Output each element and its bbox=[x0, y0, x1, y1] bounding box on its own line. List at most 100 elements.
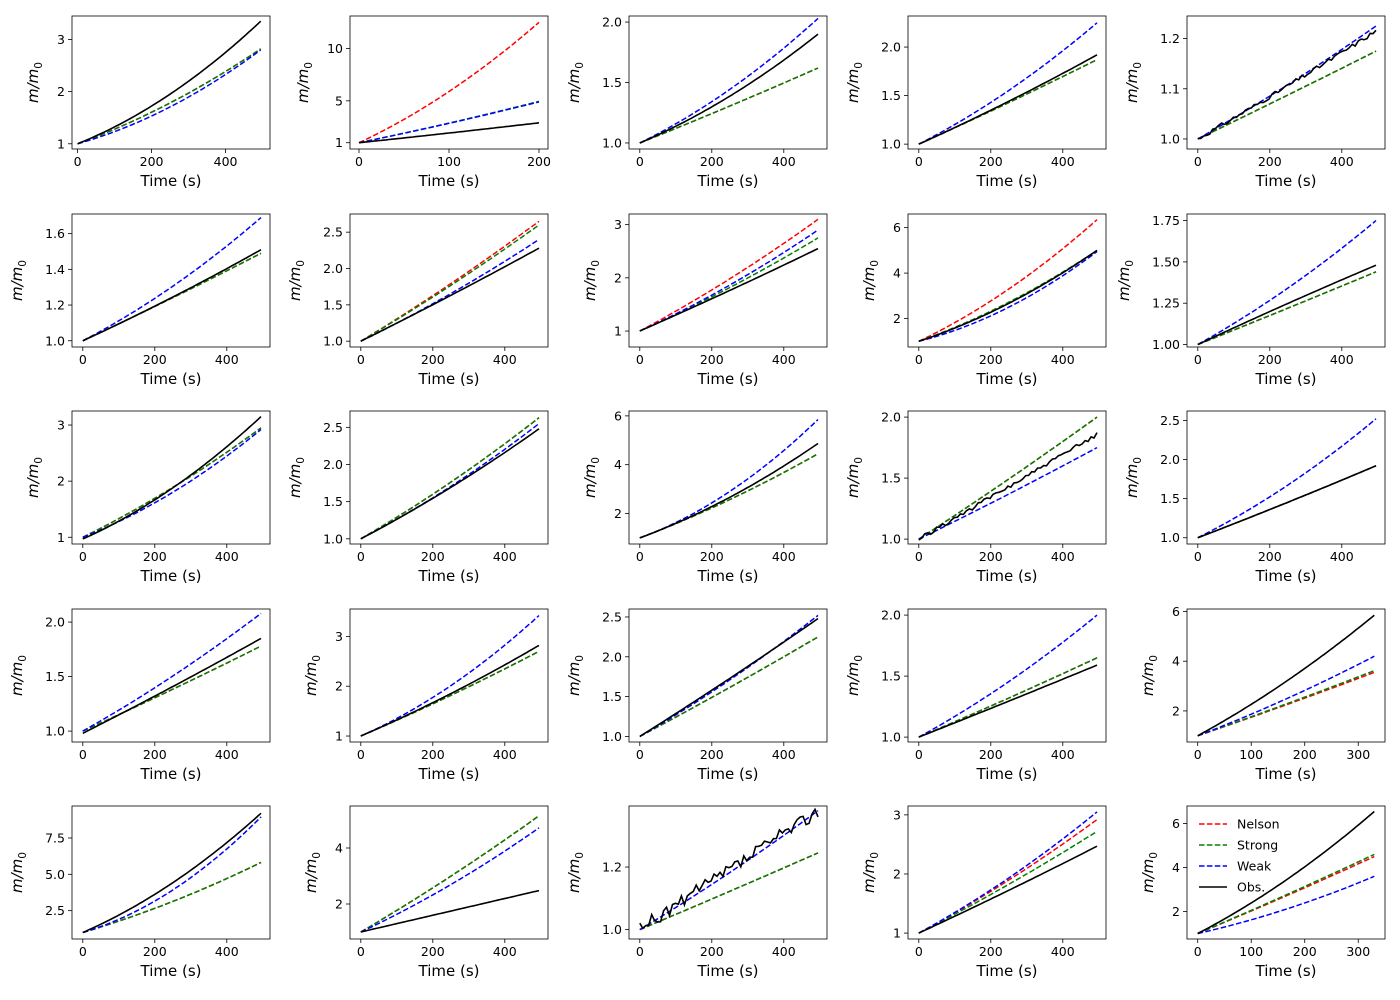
y-tick-label: 1.0 bbox=[1160, 530, 1180, 545]
series-weak-line bbox=[82, 816, 262, 934]
subplot-14: 0 200 400 1.0 1.5 2.0 Time (s) m/m0 bbox=[844, 410, 1107, 585]
y-tick-label: 1.5 bbox=[45, 669, 65, 684]
y-tick-label: 1.5 bbox=[323, 297, 343, 312]
y-tick-label: 1.00 bbox=[1152, 337, 1180, 352]
series-obs-line bbox=[1197, 614, 1375, 737]
y-axis-label: m/m0 bbox=[844, 457, 865, 498]
y-tick-label: 2.0 bbox=[45, 615, 65, 630]
plot-frame bbox=[907, 213, 1107, 348]
y-tick-label: 2.0 bbox=[602, 649, 622, 664]
x-axis-label: Time (s) bbox=[976, 370, 1038, 388]
x-tick-label: 0 bbox=[357, 944, 365, 959]
series-obs-line bbox=[360, 889, 540, 933]
series-obs-line bbox=[918, 249, 1098, 343]
x-tick-label: 0 bbox=[79, 549, 87, 564]
x-axis-label: Time (s) bbox=[1255, 567, 1317, 585]
x-axis-label: Time (s) bbox=[976, 765, 1038, 783]
x-axis-label: Time (s) bbox=[140, 567, 202, 585]
x-tick-label: 400 bbox=[493, 944, 517, 959]
y-tick-label: 2 bbox=[614, 270, 622, 285]
y-tick-label: 5 bbox=[335, 93, 343, 108]
x-tick-label: 400 bbox=[1051, 944, 1075, 959]
y-axis-label: m/m0 bbox=[286, 457, 307, 498]
legend-label-weak: Weak bbox=[1237, 859, 1272, 874]
x-axis-label: Time (s) bbox=[1255, 370, 1317, 388]
plot-frame bbox=[349, 15, 549, 150]
series-strong-line bbox=[360, 224, 540, 342]
y-tick-label: 1.2 bbox=[45, 298, 65, 313]
x-tick-label: 200 bbox=[143, 944, 167, 959]
y-tick-label: 2 bbox=[335, 897, 343, 912]
x-tick-label: 0 bbox=[1194, 747, 1202, 762]
y-tick-label: 2.5 bbox=[323, 420, 343, 435]
y-tick-label: 3 bbox=[57, 418, 65, 433]
y-tick-label: 10 bbox=[327, 41, 343, 56]
x-tick-label: 200 bbox=[143, 549, 167, 564]
y-tick-label: 6 bbox=[1172, 604, 1180, 619]
y-tick-label: 6 bbox=[893, 220, 901, 235]
x-tick-label: 200 bbox=[421, 352, 445, 367]
y-tick-label: 2 bbox=[335, 679, 343, 694]
y-axis-label: m/m0 bbox=[294, 62, 315, 103]
x-tick-label: 200 bbox=[979, 154, 1003, 169]
legend: Nelson Strong Weak Obs. bbox=[1199, 817, 1280, 895]
series-nelson-line bbox=[358, 21, 540, 144]
legend-label-obs: Obs. bbox=[1237, 880, 1265, 895]
y-tick-label: 2.0 bbox=[881, 608, 901, 623]
series-obs-line bbox=[918, 54, 1098, 145]
y-tick-label: 1.5 bbox=[881, 471, 901, 486]
y-tick-label: 6 bbox=[1172, 816, 1180, 831]
x-tick-label: 400 bbox=[772, 154, 796, 169]
x-tick-label: 300 bbox=[1346, 944, 1370, 959]
y-tick-label: 4 bbox=[335, 841, 343, 856]
series-weak-line bbox=[360, 238, 540, 342]
x-tick-label: 100 bbox=[1239, 944, 1263, 959]
series-obs-line bbox=[358, 122, 540, 144]
series-nelson-line bbox=[639, 453, 819, 539]
y-tick-label: 1.0 bbox=[323, 531, 343, 546]
y-tick-label: 2.0 bbox=[881, 40, 901, 55]
series-strong-line bbox=[639, 67, 819, 144]
series-strong-line bbox=[639, 852, 819, 931]
series-weak-line bbox=[82, 428, 262, 538]
y-axis-label: m/m0 bbox=[844, 655, 865, 696]
y-axis-label: m/m0 bbox=[8, 655, 29, 696]
series-obs-line bbox=[1197, 29, 1377, 140]
series-obs-line bbox=[639, 247, 819, 332]
x-axis-label: Time (s) bbox=[976, 172, 1038, 190]
y-tick-label: 2.5 bbox=[602, 609, 622, 624]
subplot-12: 0 200 400 1.0 1.5 2.0 2.5 Time (s) m/m0 bbox=[286, 410, 549, 585]
series-strong-line bbox=[360, 815, 540, 933]
subplot-5: 0 200 400 1.0 1.1 1.2 Time (s) m/m0 bbox=[1123, 15, 1386, 190]
x-tick-label: 200 bbox=[421, 747, 445, 762]
plot-frame bbox=[71, 410, 271, 545]
series-strong-line bbox=[82, 861, 262, 934]
y-tick-label: 2 bbox=[614, 506, 622, 521]
series-nelson-line bbox=[918, 219, 1098, 342]
x-tick-label: 200 bbox=[527, 154, 551, 169]
x-tick-label: 0 bbox=[636, 944, 644, 959]
series-strong-line bbox=[918, 416, 1098, 540]
subplot-8: 0 200 400 1 2 3 Time (s) m/m0 bbox=[581, 213, 828, 388]
series-nelson-line bbox=[360, 417, 540, 540]
y-tick-label: 1.0 bbox=[602, 135, 622, 150]
subplot-10: 0 200 400 1.00 1.25 1.50 1.75 Time (s) m/m0 bbox=[1115, 213, 1386, 388]
series-obs-line bbox=[1197, 465, 1377, 539]
x-tick-label: 200 bbox=[700, 747, 724, 762]
y-tick-label: 2.0 bbox=[323, 457, 343, 472]
x-tick-label: 200 bbox=[700, 549, 724, 564]
series-weak-line bbox=[1197, 25, 1377, 140]
plot-frame bbox=[628, 608, 828, 743]
x-axis-label: Time (s) bbox=[140, 370, 202, 388]
x-axis-label: Time (s) bbox=[1255, 172, 1317, 190]
series-obs-line bbox=[360, 247, 540, 342]
plot-frame bbox=[1186, 805, 1386, 940]
series-nelson-line bbox=[82, 861, 262, 934]
y-tick-label: 1.75 bbox=[1152, 213, 1180, 228]
x-tick-label: 100 bbox=[437, 154, 461, 169]
y-tick-label: 1.5 bbox=[323, 494, 343, 509]
series-nelson-line bbox=[639, 636, 819, 738]
x-tick-label: 0 bbox=[915, 154, 923, 169]
x-tick-label: 200 bbox=[700, 352, 724, 367]
